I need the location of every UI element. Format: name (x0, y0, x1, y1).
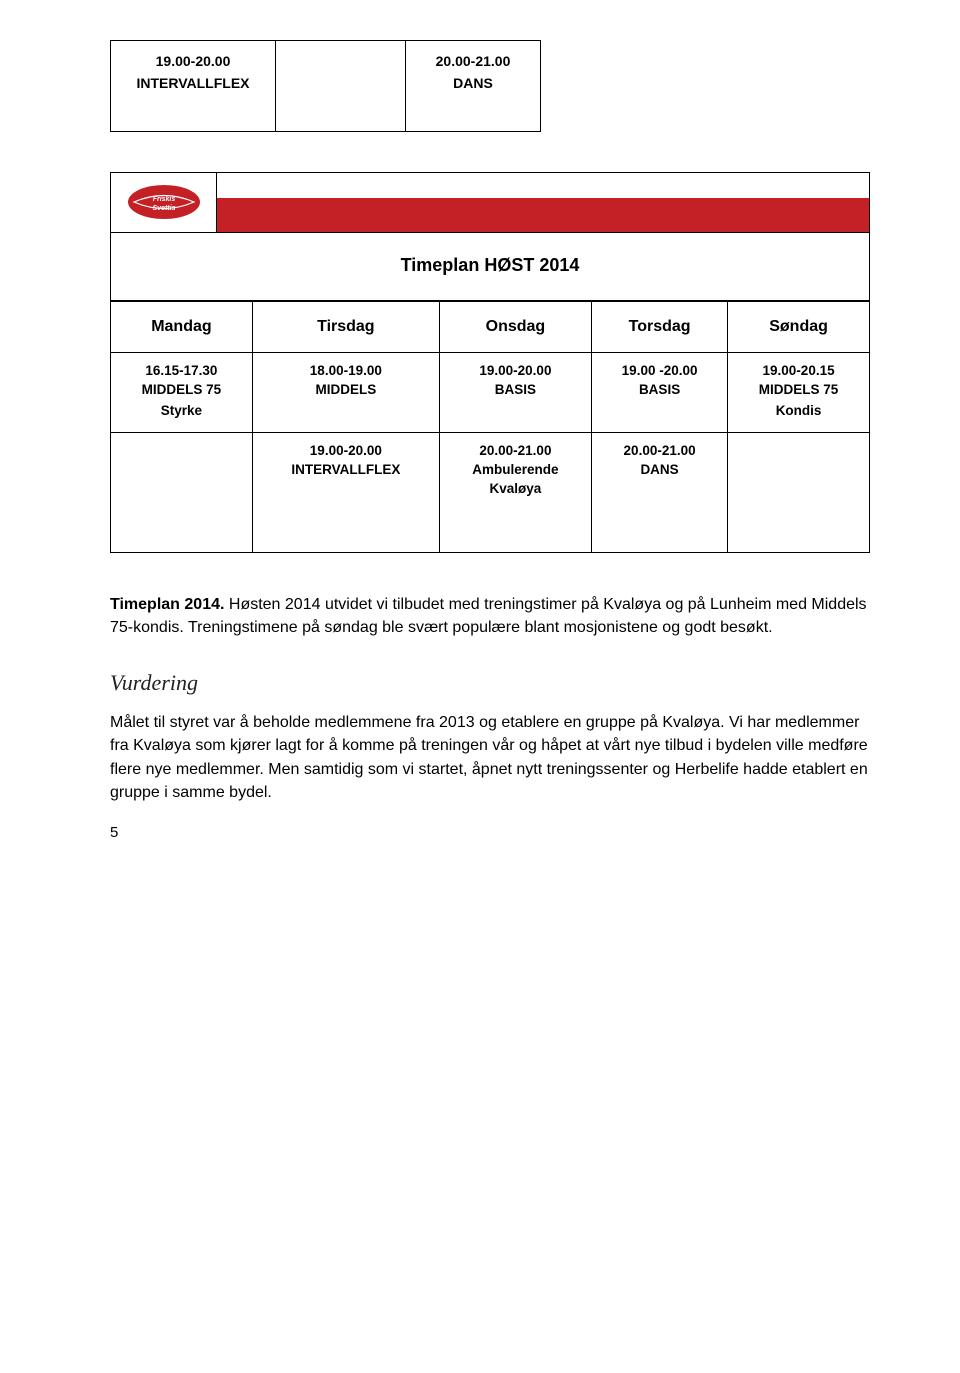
top-cell-label: DANS (424, 75, 522, 91)
schedule-cell: 18.00-19.00 MIDDELS (252, 353, 439, 433)
schedule-cell: 19.00-20.15 MIDDELS 75 Kondis (728, 353, 870, 433)
svg-text:Svettis: Svettis (152, 205, 175, 212)
top-fragment-table: 19.00-20.00 INTERVALLFLEX 20.00-21.00 DA… (110, 40, 541, 132)
day-header: Tirsdag (252, 302, 439, 353)
cell-extra: Kvaløya (446, 481, 585, 496)
schedule-cell: 19.00-20.00 INTERVALLFLEX (252, 433, 439, 553)
page-number: 5 (110, 822, 870, 844)
schedule-cell: 16.15-17.30 MIDDELS 75 Styrke (111, 353, 253, 433)
section-heading-vurdering: Vurdering (110, 667, 870, 699)
schedule-cell: 19.00 -20.00 BASIS (592, 353, 728, 433)
top-cell-0: 19.00-20.00 INTERVALLFLEX (111, 41, 276, 132)
cell-time: 19.00-20.00 (446, 363, 585, 378)
cell-extra: Styrke (117, 403, 246, 418)
cell-label: MIDDELS (259, 382, 433, 397)
para-label: Timeplan 2014. (110, 596, 224, 613)
red-header-bar (217, 198, 869, 232)
schedule-table: Mandag Tirsdag Onsdag Torsdag Søndag 16.… (110, 301, 870, 553)
day-header: Onsdag (439, 302, 591, 353)
schedule-cell: 20.00-21.00 DANS (592, 433, 728, 553)
cell-time: 20.00-21.00 (598, 443, 721, 458)
cell-label: BASIS (598, 382, 721, 397)
cell-label: MIDDELS 75 (117, 382, 246, 397)
cell-extra: Kondis (734, 403, 863, 418)
logo-cell: Friskis Svettis (111, 172, 217, 232)
timeplan-title: Timeplan HØST 2014 (110, 232, 870, 301)
schedule-cell: 19.00-20.00 BASIS (439, 353, 591, 433)
day-header: Mandag (111, 302, 253, 353)
paragraph-vurdering: Målet til styret var å beholde medlemmen… (110, 711, 870, 804)
table-row: 16.15-17.30 MIDDELS 75 Styrke 18.00-19.0… (111, 353, 870, 433)
schedule-cell: 20.00-21.00 Ambulerende Kvaløya (439, 433, 591, 553)
paragraph-timeplan: Timeplan 2014. Høsten 2014 utvidet vi ti… (110, 593, 870, 639)
para-rest: Høsten 2014 utvidet vi tilbudet med tren… (110, 596, 867, 636)
cell-time: 19.00-20.15 (734, 363, 863, 378)
cell-time: 20.00-21.00 (446, 443, 585, 458)
header-logo-row: Friskis Svettis (110, 172, 870, 232)
friskis-svettis-logo-icon: Friskis Svettis (124, 181, 204, 223)
day-header: Torsdag (592, 302, 728, 353)
top-cell-time: 20.00-21.00 (424, 53, 522, 69)
cell-label: DANS (598, 462, 721, 477)
top-cell-1: 20.00-21.00 DANS (406, 41, 541, 132)
body-text: Timeplan 2014. Høsten 2014 utvidet vi ti… (110, 593, 870, 844)
schedule-cell (728, 433, 870, 553)
day-header: Søndag (728, 302, 870, 353)
table-header-row: Mandag Tirsdag Onsdag Torsdag Søndag (111, 302, 870, 353)
cell-label: INTERVALLFLEX (259, 462, 433, 477)
table-row: 19.00-20.00 INTERVALLFLEX 20.00-21.00 Am… (111, 433, 870, 553)
cell-label: BASIS (446, 382, 585, 397)
schedule-cell (111, 433, 253, 553)
top-cell-time: 19.00-20.00 (129, 53, 257, 69)
cell-label: MIDDELS 75 (734, 382, 863, 397)
cell-time: 19.00-20.00 (259, 443, 433, 458)
cell-time: 18.00-19.00 (259, 363, 433, 378)
top-cell-spacer (276, 41, 406, 132)
top-cell-label: INTERVALLFLEX (129, 75, 257, 91)
cell-label: Ambulerende (446, 462, 585, 477)
svg-text:Friskis: Friskis (152, 196, 175, 203)
cell-time: 16.15-17.30 (117, 363, 246, 378)
cell-time: 19.00 -20.00 (598, 363, 721, 378)
